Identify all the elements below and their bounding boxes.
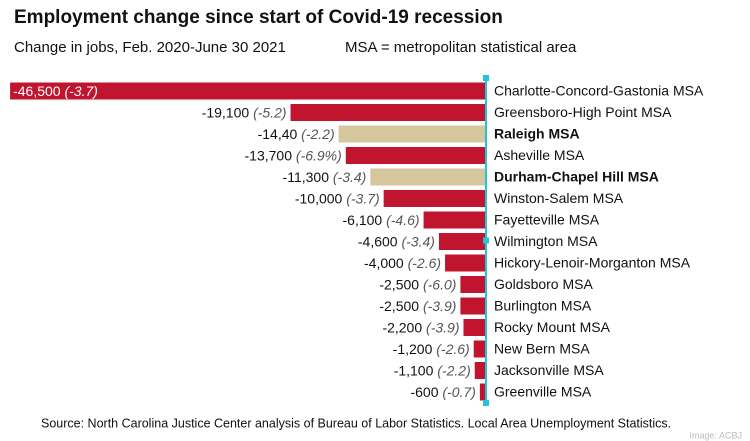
category-label: Greensboro-High Point MSA (494, 104, 672, 120)
change: (-2.2) (301, 126, 334, 142)
axis-handle (483, 400, 489, 406)
value: -2,200 (382, 319, 422, 335)
change: (-5.2) (253, 104, 286, 120)
value: -14,40 (258, 126, 298, 142)
credit: Image: ACBJ (689, 430, 742, 440)
value-label: -2,200 (-3.9) (382, 319, 459, 335)
category-label: Wilmington MSA (494, 233, 598, 249)
value: -2,500 (379, 276, 419, 292)
bar (479, 383, 486, 401)
category-label: Winston-Salem MSA (494, 190, 624, 206)
value: -11,300 (283, 169, 330, 185)
value-label: -1,100 (-2.2) (394, 362, 471, 378)
bar (345, 147, 486, 164)
change: (-2.6) (408, 255, 441, 271)
value-label: -14,40 (-2.2) (258, 126, 335, 142)
value: -19,100 (202, 104, 250, 120)
change: (-4.6) (386, 212, 419, 228)
chart-title: Employment change since start of Covid-1… (14, 7, 503, 28)
value: -1,100 (394, 362, 434, 378)
bar (474, 362, 486, 379)
bar (438, 233, 486, 250)
value: -46,500 (13, 83, 61, 99)
category-label: Burlington MSA (494, 298, 592, 314)
value-label: -10,000 (-3.7) (295, 190, 380, 206)
value-label: -13,700 (-6.9%) (245, 147, 342, 163)
bar (370, 168, 486, 186)
value-label: -4,000 (-2.6) (364, 255, 441, 271)
bar (445, 254, 486, 272)
bar (473, 340, 486, 358)
change: (-3.9) (423, 298, 456, 314)
source: Source: North Carolina Justice Center an… (41, 416, 671, 430)
value-label: -1,200 (-2.6) (393, 341, 470, 357)
value-label: -46,500 (-3.7) (13, 83, 98, 99)
value-label: -4,600 (-3.4) (358, 233, 435, 249)
value-label: -600 (-0.7) (410, 384, 475, 400)
bar (383, 190, 486, 207)
value-label: -11,300 (-3.4) (283, 169, 367, 185)
value: -4,600 (358, 233, 398, 249)
change: (-0.7) (442, 384, 475, 400)
bar (10, 82, 486, 100)
change: (-2.6) (436, 341, 469, 357)
value: -13,700 (245, 147, 293, 163)
category-label: Goldsboro MSA (494, 276, 593, 292)
bar (423, 211, 486, 229)
category-label: Rocky Mount MSA (494, 319, 611, 335)
change: (-3.7) (64, 83, 97, 99)
value-label: -2,500 (-3.9) (379, 298, 456, 314)
value: -1,200 (393, 341, 433, 357)
bar (460, 297, 486, 315)
value: -6,100 (343, 212, 383, 228)
category-label: Durham-Chapel Hill MSA (494, 169, 659, 185)
category-label: Jacksonville MSA (494, 362, 604, 378)
change: (-6.9%) (296, 147, 342, 163)
value-label: -2,500 (-6.0) (379, 276, 456, 292)
bar (290, 104, 486, 121)
category-label: New Bern MSA (494, 341, 590, 357)
value: -600 (410, 384, 438, 400)
change: (-6.0) (423, 276, 456, 292)
value-label: -6,100 (-4.6) (343, 212, 420, 228)
change: (-3.9) (426, 319, 459, 335)
bar (338, 125, 486, 143)
value-label: -19,100 (-5.2) (202, 104, 287, 120)
value: -4,000 (364, 255, 404, 271)
category-label: Greenville MSA (494, 384, 592, 400)
change: (-3.4) (401, 233, 434, 249)
category-label: Charlotte-Concord-Gastonia MSA (494, 83, 704, 99)
change: (-3.7) (346, 190, 379, 206)
category-label: Hickory-Lenoir-Morganton MSA (494, 255, 691, 271)
note: MSA = metropolitan statistical area (345, 39, 577, 56)
bar (463, 319, 486, 336)
category-label: Raleigh MSA (494, 126, 580, 142)
category-label: Fayetteville MSA (494, 212, 600, 228)
change: (-2.2) (437, 362, 470, 378)
category-label: Asheville MSA (494, 147, 585, 163)
change: (-3.4) (333, 169, 366, 185)
axis-handle (483, 237, 489, 244)
bar (460, 276, 486, 293)
axis-handle (483, 75, 489, 81)
value: -10,000 (295, 190, 343, 206)
value: -2,500 (379, 298, 419, 314)
subtitle: Change in jobs, Feb. 2020-June 30 2021 (14, 39, 286, 56)
